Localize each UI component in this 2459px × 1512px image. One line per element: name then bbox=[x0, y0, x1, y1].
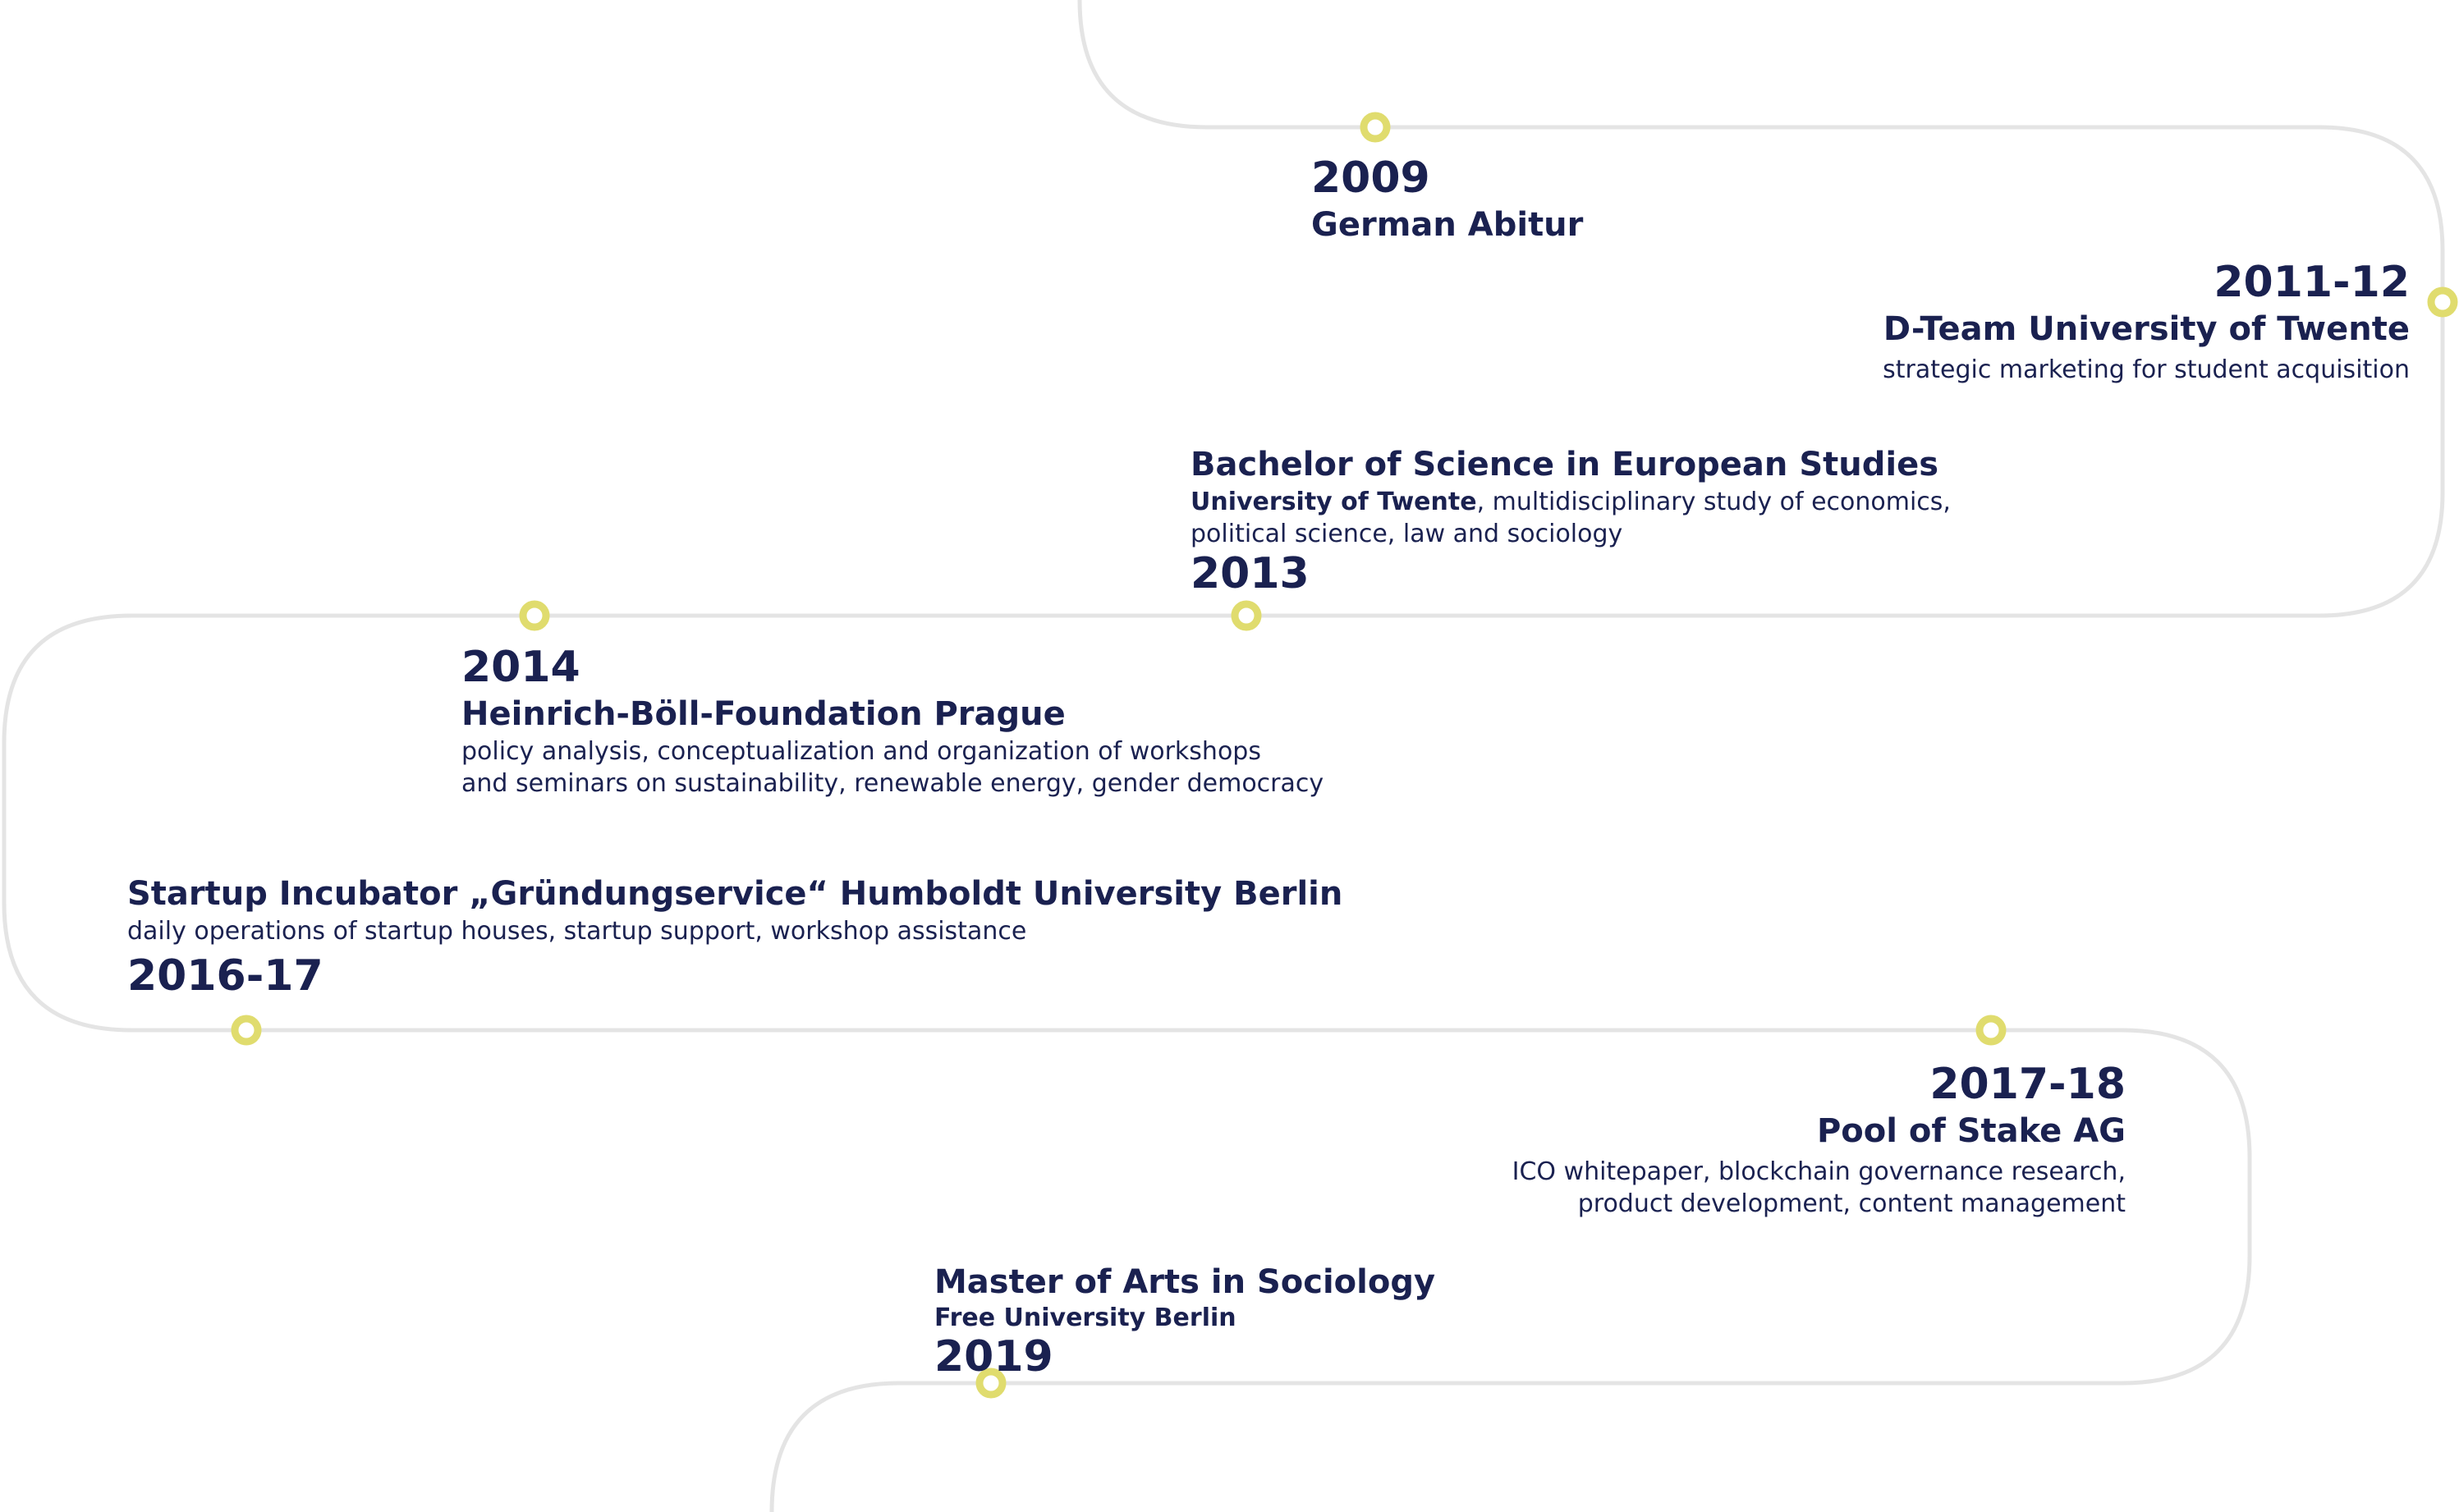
timeline-marker-2013 bbox=[1231, 600, 1262, 631]
entry-title: Master of Arts in Sociology bbox=[934, 1263, 1436, 1301]
entry-description-bold: University of Twente bbox=[1191, 488, 1477, 516]
entry-year: 2014 bbox=[461, 643, 580, 692]
timeline-marker-2019 bbox=[975, 1368, 1007, 1399]
timeline-entry-2016-17: Startup Incubator „Gründungservice“ Humb… bbox=[127, 873, 1342, 1001]
timeline-entry-2019: Master of Arts in Sociology Free Univers… bbox=[934, 1261, 1435, 1382]
entry-description-text: , multidisciplinary study of economics, bbox=[1476, 488, 1951, 516]
entry-year: 2017-18 bbox=[1929, 1060, 2126, 1109]
entry-description-line2: product development, content management bbox=[1577, 1189, 2126, 1218]
timeline-entry-2009: 2009 German Abitur bbox=[1311, 153, 1584, 246]
entry-title: Heinrich-Böll-Foundation Prague bbox=[461, 694, 1066, 733]
entry-year: 2019 bbox=[934, 1332, 1053, 1381]
entry-title: German Abitur bbox=[1311, 205, 1584, 244]
entry-description-line2: and seminars on sustainability, renewabl… bbox=[461, 768, 1324, 798]
timeline-marker-2014 bbox=[519, 600, 550, 631]
entry-year: 2013 bbox=[1191, 549, 1310, 598]
entry-description-line2: political science, law and sociology bbox=[1191, 520, 1623, 548]
entry-description: University of Twente, multidisciplinary … bbox=[1191, 486, 1951, 518]
timeline-entry-2017-18: 2017-18 Pool of Stake AG ICO whitepaper,… bbox=[1512, 1060, 2126, 1220]
entry-year: 2016-17 bbox=[127, 951, 323, 1001]
timeline-marker-2011-12 bbox=[2427, 286, 2458, 318]
timeline-marker-2009 bbox=[1360, 112, 1391, 143]
entry-year: 2009 bbox=[1311, 153, 1430, 203]
entry-title: D-Team University of Twente bbox=[1883, 309, 2410, 348]
entry-description: ICO whitepaper, blockchain governance re… bbox=[1512, 1157, 2126, 1186]
entry-title: Pool of Stake AG bbox=[1816, 1111, 2126, 1150]
entry-subtitle: Free University Berlin bbox=[934, 1304, 1236, 1332]
entry-description: strategic marketing for student acquisit… bbox=[1883, 355, 2410, 384]
entry-description: daily operations of startup houses, star… bbox=[127, 917, 1027, 946]
entry-year: 2011-12 bbox=[2214, 258, 2410, 307]
timeline-entry-2013: Bachelor of Science in European Studies … bbox=[1191, 443, 1951, 599]
entry-description: policy analysis, conceptualization and o… bbox=[461, 736, 1261, 766]
timeline-marker-2017-18 bbox=[1975, 1015, 2007, 1046]
entry-title: Bachelor of Science in European Studies bbox=[1191, 446, 1939, 483]
timeline-entry-2014: 2014 Heinrich-Böll-Foundation Prague pol… bbox=[461, 643, 1324, 800]
timeline-entry-2011-12: 2011-12 D-Team University of Twente stra… bbox=[1883, 258, 2410, 386]
entry-title: Startup Incubator „Gründungservice“ Humb… bbox=[127, 875, 1343, 913]
timeline-marker-2016-17 bbox=[231, 1015, 262, 1046]
